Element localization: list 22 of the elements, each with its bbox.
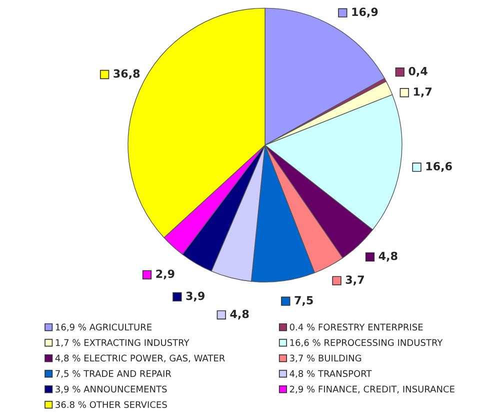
legend-label: 3,9 % ANNOUNCEMENTS — [56, 386, 167, 394]
data-label: 4,8 — [230, 310, 249, 320]
data-label: 1,7 — [414, 88, 432, 98]
data-label: 7,5 — [294, 296, 313, 306]
legend-label: 16,9 % AGRICULTURE — [56, 324, 152, 332]
legend-label: 2,9 % FINANCE, CREDIT, INSURANCE — [290, 386, 454, 394]
legend-label: 36.8 % OTHER SERVICES — [56, 401, 167, 408]
data-label: 16,6 — [426, 162, 452, 172]
legend-label: 16,6 % REPROCESSING INDUSTRY — [290, 339, 443, 347]
data-label: 4,8 — [378, 252, 398, 262]
data-label: 3,9 — [186, 292, 204, 302]
legend-label: 4,8 % ELECTRIC POWER, GAS, WATER — [55, 354, 225, 362]
legend-label: 7,5 % TRADE AND REPAIR — [56, 370, 172, 378]
data-label: 3,7 — [346, 275, 364, 286]
legend-label: 4,8 % TRANSPORT — [290, 370, 372, 378]
legend-label: 0.4 % FORESTRY ENTERPRISE — [290, 324, 423, 330]
data-label: 16,9 — [352, 8, 378, 18]
legend-label: 1,7 % EXTRACTING INDUSTRY — [56, 339, 190, 347]
legend-label: 3,7 % BUILDING — [290, 354, 362, 362]
data-label: 2,9 — [156, 270, 174, 280]
data-label: 36,8 — [114, 69, 140, 80]
data-label: 0,4 — [408, 66, 428, 77]
